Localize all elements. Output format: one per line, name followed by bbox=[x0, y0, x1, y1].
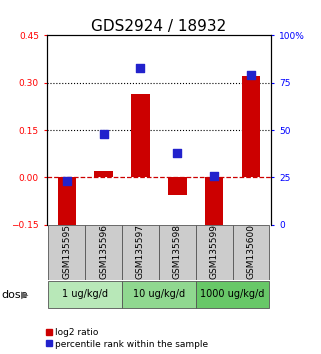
Bar bbox=[131, 94, 150, 177]
Point bbox=[175, 150, 180, 156]
Bar bbox=[48, 281, 122, 308]
Point bbox=[138, 65, 143, 70]
Text: dose: dose bbox=[2, 290, 28, 300]
Text: GSM135599: GSM135599 bbox=[210, 224, 219, 279]
Bar bbox=[196, 225, 233, 280]
Text: GSM135597: GSM135597 bbox=[136, 224, 145, 279]
Text: 1 ug/kg/d: 1 ug/kg/d bbox=[62, 289, 108, 299]
Bar bbox=[233, 225, 269, 280]
Bar bbox=[94, 171, 113, 177]
Text: GSM135596: GSM135596 bbox=[99, 224, 108, 279]
Text: GSM135595: GSM135595 bbox=[62, 224, 71, 279]
Text: GSM135600: GSM135600 bbox=[247, 224, 256, 279]
Point bbox=[248, 72, 254, 78]
Bar bbox=[57, 177, 76, 233]
Text: 10 ug/kg/d: 10 ug/kg/d bbox=[133, 289, 185, 299]
Bar bbox=[159, 225, 196, 280]
Legend: log2 ratio, percentile rank within the sample: log2 ratio, percentile rank within the s… bbox=[46, 328, 208, 349]
Bar bbox=[85, 225, 122, 280]
Bar bbox=[122, 225, 159, 280]
Point bbox=[64, 178, 69, 184]
Bar bbox=[205, 177, 223, 234]
Bar bbox=[122, 281, 196, 308]
Bar bbox=[196, 281, 269, 308]
Bar bbox=[242, 76, 260, 177]
Point bbox=[212, 173, 217, 178]
Text: 1000 ug/kg/d: 1000 ug/kg/d bbox=[200, 289, 265, 299]
Point bbox=[101, 131, 106, 137]
Title: GDS2924 / 18932: GDS2924 / 18932 bbox=[91, 19, 227, 34]
Text: GSM135598: GSM135598 bbox=[173, 224, 182, 279]
Bar bbox=[48, 225, 85, 280]
Text: ▶: ▶ bbox=[21, 290, 28, 300]
Bar bbox=[168, 177, 187, 195]
